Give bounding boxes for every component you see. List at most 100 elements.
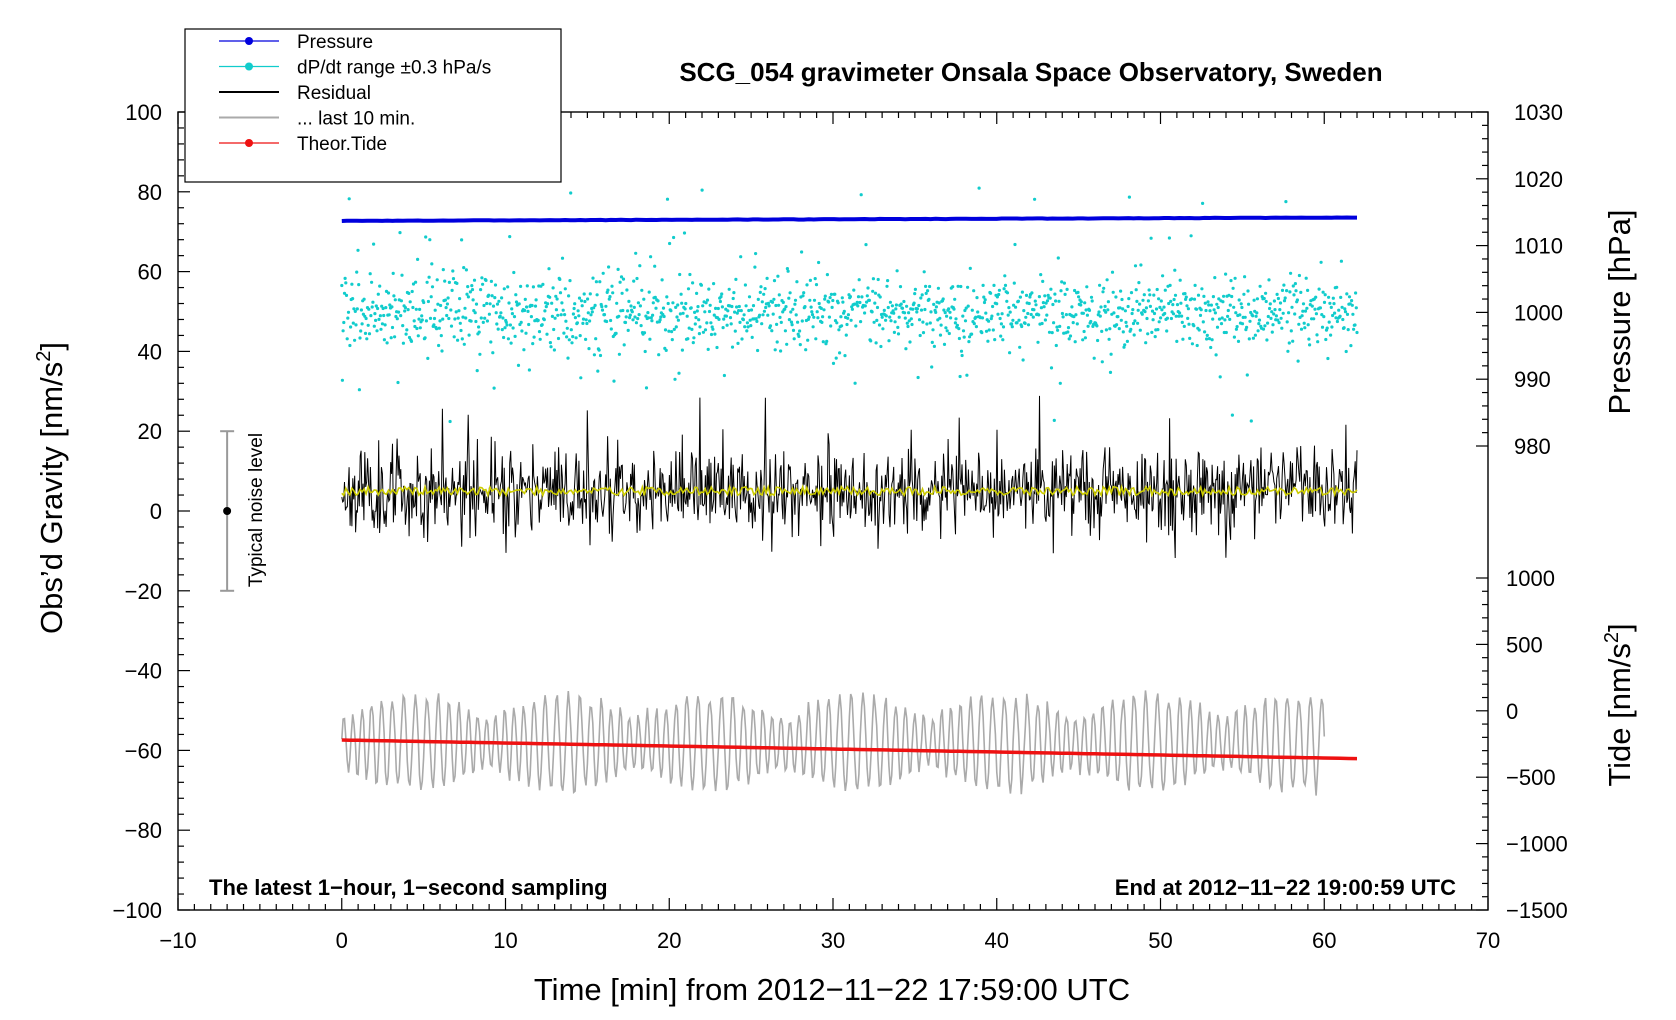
dpdt-point — [1134, 288, 1138, 292]
dpdt-point — [888, 315, 892, 319]
dpdt-point — [816, 316, 820, 320]
dpdt-point — [764, 305, 768, 310]
dpdt-point — [516, 363, 521, 367]
axes-layer — [177, 111, 1489, 911]
dpdt-point — [595, 293, 599, 297]
dpdt-point — [435, 327, 439, 331]
dpdt-point — [1317, 287, 1321, 291]
dpdt-point — [1147, 288, 1151, 292]
dpdt-point — [1281, 311, 1285, 315]
dpdt-point — [707, 287, 711, 291]
dpdt-point — [554, 294, 558, 298]
dpdt-point — [413, 324, 417, 329]
dpdt-point — [1268, 302, 1272, 306]
dpdt-point — [393, 335, 397, 339]
dpdt-point — [1345, 292, 1349, 296]
dpdt-point — [1017, 318, 1021, 322]
dpdt-point — [1266, 314, 1270, 319]
dpdt-point — [884, 314, 888, 318]
dpdt-point — [559, 313, 563, 317]
dpdt-point — [724, 314, 729, 318]
dpdt-point — [582, 292, 586, 296]
dpdt-point — [1350, 303, 1354, 307]
dpdt-point — [1066, 330, 1070, 334]
dpdt-point — [1261, 327, 1266, 331]
dpdt-point — [1201, 320, 1205, 324]
dpdt-point — [1109, 352, 1113, 356]
dpdt-point — [544, 305, 548, 309]
dpdt-point — [866, 286, 870, 290]
dpdt-point — [682, 231, 687, 235]
dpdt-point — [1312, 317, 1316, 321]
dpdt-point — [881, 327, 885, 331]
dpdt-point — [1178, 311, 1182, 315]
dpdt-point — [383, 323, 387, 327]
dpdt-point — [1046, 293, 1050, 297]
dpdt-point — [522, 348, 526, 352]
dpdt-point — [631, 318, 635, 322]
dpdt-point — [1045, 313, 1049, 317]
dpdt-point — [996, 312, 1000, 316]
dpdt-point — [739, 255, 743, 259]
pressure-tick-label: 980 — [1514, 434, 1551, 459]
dpdt-point — [1285, 289, 1289, 293]
dpdt-point — [507, 301, 511, 305]
y-axis-title-tide-text: Tide [nm/s — [1602, 643, 1637, 787]
dpdt-point — [1272, 299, 1276, 303]
dpdt-point — [913, 287, 918, 291]
dpdt-point — [1135, 299, 1139, 303]
dpdt-point — [356, 248, 360, 252]
dpdt-point — [360, 322, 364, 326]
dpdt-point — [825, 339, 829, 343]
dpdt-point — [792, 337, 796, 341]
dpdt-point — [1047, 330, 1052, 334]
dpdt-point — [1032, 308, 1036, 312]
dpdt-point — [527, 368, 532, 372]
dpdt-point — [811, 325, 815, 329]
dpdt-point — [1043, 318, 1047, 322]
dpdt-point — [1139, 263, 1143, 267]
dpdt-point — [368, 272, 372, 276]
dpdt-point — [351, 321, 355, 325]
dpdt-point — [917, 303, 921, 308]
dpdt-point — [886, 305, 890, 310]
y-tick-label: 100 — [125, 100, 162, 125]
dpdt-point — [1001, 338, 1005, 342]
dpdt-point — [689, 306, 693, 310]
dpdt-point — [1306, 288, 1310, 292]
dpdt-point — [1315, 333, 1319, 337]
dpdt-point — [578, 334, 582, 338]
dpdt-point — [581, 317, 586, 321]
dpdt-point — [380, 322, 384, 326]
dpdt-point — [1037, 295, 1041, 299]
dpdt-point — [501, 316, 505, 320]
dpdt-point — [378, 314, 382, 318]
dpdt-point — [924, 291, 928, 295]
series-theoretical-tide-line — [341, 738, 1358, 761]
dpdt-point — [748, 318, 752, 322]
dpdt-point — [506, 285, 510, 289]
dpdt-point — [1265, 338, 1269, 342]
dpdt-point — [922, 270, 926, 274]
dpdt-point — [924, 284, 928, 288]
dpdt-point — [1087, 308, 1092, 312]
dpdt-point — [400, 273, 404, 277]
dpdt-point — [805, 283, 809, 287]
dpdt-point — [1167, 301, 1171, 306]
dpdt-point — [837, 328, 841, 332]
dpdt-point — [892, 311, 896, 315]
dpdt-point — [1318, 306, 1322, 310]
dpdt-point — [779, 349, 783, 353]
dpdt-point — [650, 319, 654, 323]
dpdt-point — [980, 316, 985, 320]
dpdt-point — [1058, 381, 1062, 385]
dpdt-point — [974, 315, 978, 319]
dpdt-point — [1327, 295, 1331, 299]
dpdt-point — [370, 305, 374, 309]
dpdt-point — [546, 302, 550, 306]
dpdt-point — [443, 298, 447, 302]
dpdt-point — [1156, 328, 1160, 332]
dpdt-point — [828, 296, 832, 300]
dpdt-point — [647, 290, 651, 294]
